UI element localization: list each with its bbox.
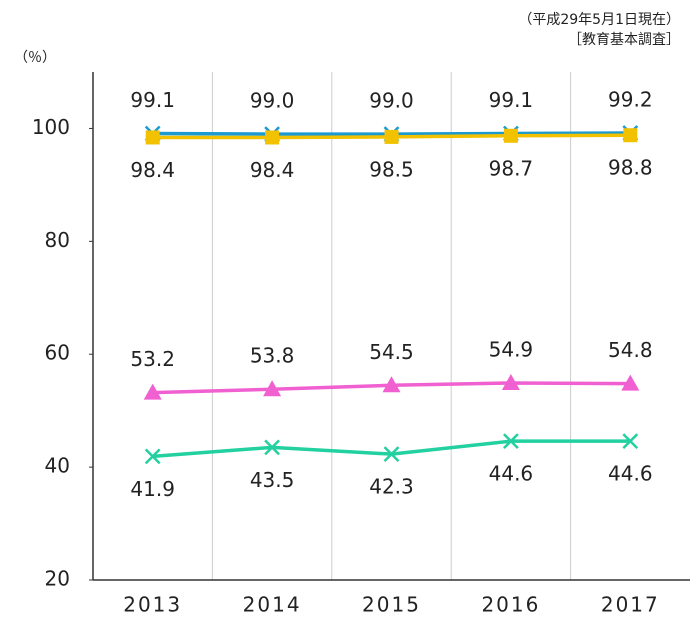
data-label: 44.6 [608, 462, 653, 486]
y-tick-label: 60 [45, 341, 70, 365]
y-axis-label: （％） [14, 50, 56, 66]
data-label: 98.4 [130, 158, 175, 182]
marker [265, 130, 280, 145]
marker [145, 130, 160, 145]
marker [144, 448, 161, 465]
data-label: 99.1 [130, 88, 175, 112]
data-label: 99.1 [489, 88, 534, 112]
marker [382, 376, 401, 393]
marker [501, 374, 520, 391]
data-label: 44.6 [489, 462, 534, 486]
y-tick-label: 40 [45, 454, 70, 478]
marker [264, 439, 280, 456]
data-label: 99.2 [608, 87, 653, 111]
data-label: 99.0 [369, 89, 414, 113]
x-tick-label: 2017 [601, 593, 660, 617]
marker [622, 433, 639, 450]
marker [503, 128, 518, 143]
marker [384, 129, 399, 144]
data-label: 98.7 [489, 156, 534, 180]
x-tick-label: 2015 [362, 593, 421, 617]
x-tick-label: 2016 [481, 593, 540, 617]
data-label: 54.8 [608, 338, 653, 362]
y-tick-label: 20 [45, 567, 70, 591]
annotation: ［教育基本調査］ [568, 31, 680, 48]
data-label: 54.5 [369, 340, 414, 364]
y-tick-label: 80 [45, 228, 70, 252]
data-label: 42.3 [369, 475, 414, 499]
data-label: 54.9 [489, 338, 534, 362]
marker [143, 383, 162, 400]
marker [383, 446, 400, 463]
y-tick-label: 100 [32, 115, 70, 139]
marker [503, 433, 519, 450]
data-label: 53.8 [250, 344, 295, 368]
annotation: （平成29年5月1日現在） [518, 12, 680, 28]
data-label: 99.0 [250, 89, 295, 113]
marker [621, 374, 640, 391]
data-label: 98.8 [608, 156, 653, 180]
data-label: 53.2 [130, 347, 175, 371]
x-tick-label: 2014 [243, 593, 302, 617]
data-label: 43.5 [250, 468, 295, 492]
marker [623, 128, 638, 143]
data-label: 41.9 [130, 477, 175, 501]
x-tick-label: 2013 [123, 593, 182, 617]
data-label: 98.4 [250, 158, 295, 182]
data-label: 98.5 [369, 157, 414, 181]
marker [263, 380, 282, 397]
